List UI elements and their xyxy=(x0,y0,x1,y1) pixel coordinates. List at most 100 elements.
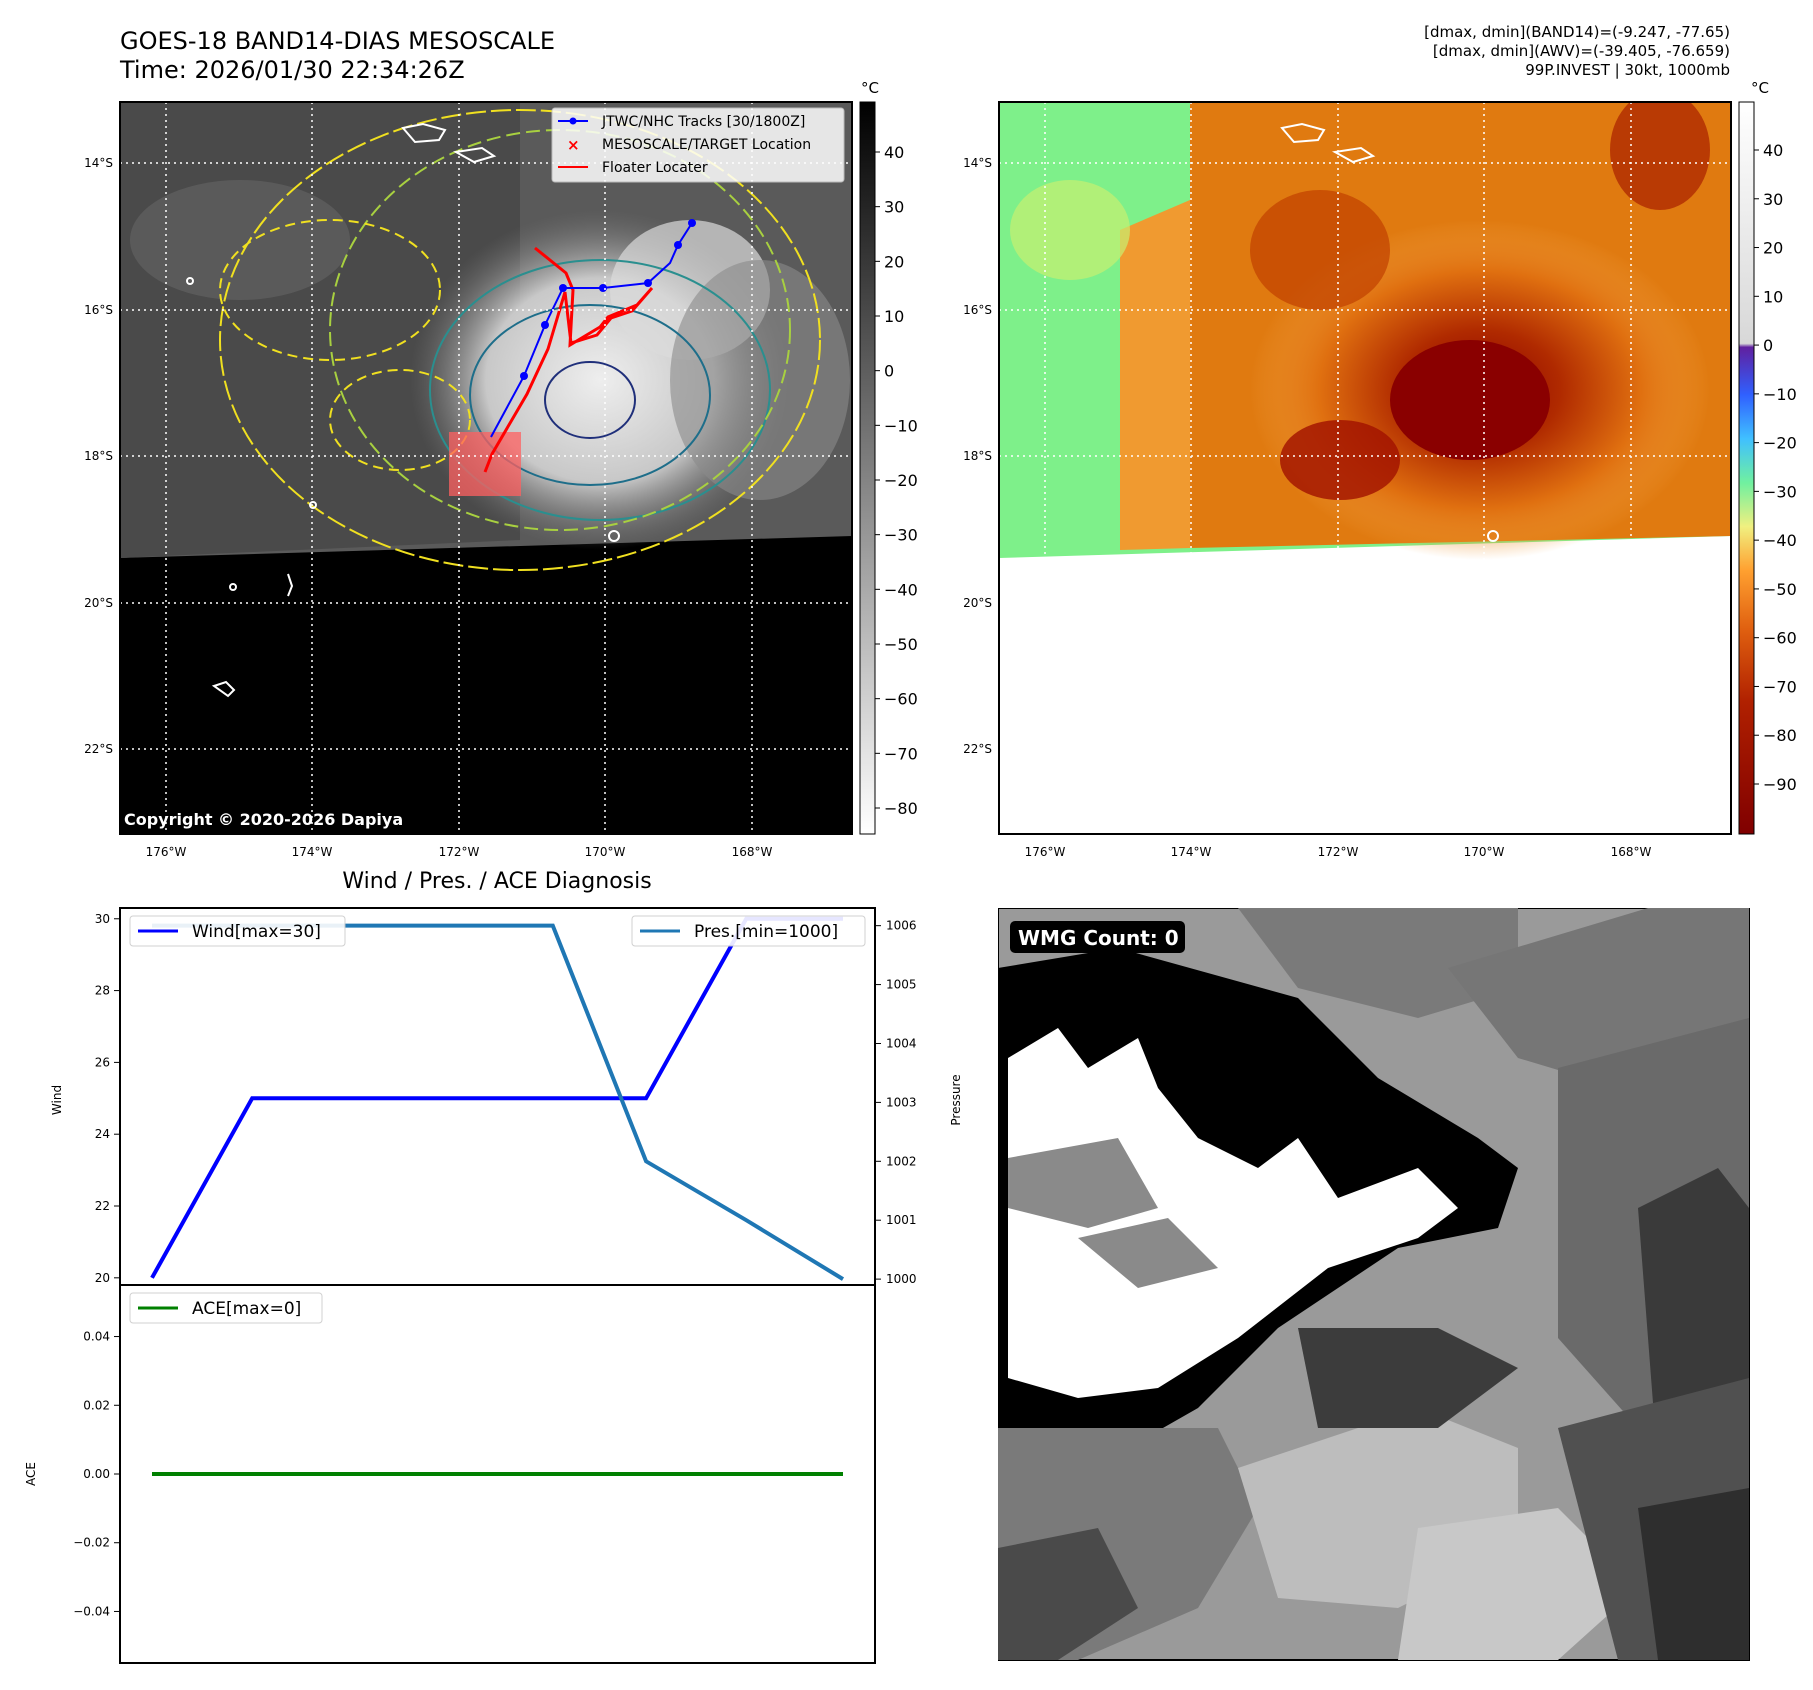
awv-imagery xyxy=(999,102,1731,834)
lon-label: 170°W xyxy=(585,845,626,859)
lat-label: 22°S xyxy=(84,742,113,756)
ir-imagery xyxy=(120,102,852,834)
pressure-tick-label: 1001 xyxy=(886,1213,917,1227)
wmg-imagery xyxy=(998,908,1749,1660)
lat-label: 16°S xyxy=(963,303,992,317)
wmg-panel: WMG Count: 0 xyxy=(998,908,1750,1661)
colorbar-tick-label: −10 xyxy=(884,416,918,435)
floater-locator-line xyxy=(483,246,654,473)
ace-tick-label: 0.04 xyxy=(83,1330,110,1344)
lon-label: 172°W xyxy=(1318,845,1359,859)
wind-tick-label: 30 xyxy=(95,912,110,926)
ace-legend: ACE[max=0] xyxy=(129,1292,323,1324)
pressure-tick-label: 1003 xyxy=(886,1095,917,1109)
wind-tick-label: 20 xyxy=(95,1271,110,1285)
colorbar-tick-label: −40 xyxy=(884,580,918,599)
pressure-legend: Pres.[min=1000] xyxy=(631,915,866,947)
wind-legend: Wind[max=30] xyxy=(129,915,346,947)
lon-label: 174°W xyxy=(1171,845,1212,859)
colorbar-tick-label: 0 xyxy=(1763,336,1773,355)
info-line-3: 99P.INVEST | 30kt, 1000mb xyxy=(1525,61,1730,79)
colorbar-tick-label: −50 xyxy=(884,635,918,654)
lon-label: 176°W xyxy=(146,845,187,859)
ace-legend-label: ACE[max=0] xyxy=(192,1299,301,1319)
track-point xyxy=(644,279,652,287)
colorbar-tick-label: 20 xyxy=(884,252,904,271)
lon-label: 176°W xyxy=(1025,845,1066,859)
lat-label: 16°S xyxy=(84,303,113,317)
info-line-2: [dmax, dmin](AWV)=(-39.405, -76.659) xyxy=(1432,42,1730,60)
track-point xyxy=(674,241,682,249)
legend-target-label: MESOSCALE/TARGET Location xyxy=(602,137,811,153)
lat-label: 20°S xyxy=(84,596,113,610)
colorbar-tick-label: −20 xyxy=(884,471,918,490)
lat-label: 18°S xyxy=(84,449,113,463)
awv-map-frame xyxy=(998,101,1732,835)
track-point xyxy=(688,219,696,227)
wind-tick-label: 22 xyxy=(95,1199,110,1213)
lat-label: 18°S xyxy=(963,449,992,463)
pressure-legend-label: Pres.[min=1000] xyxy=(694,922,838,942)
wmg-count-badge xyxy=(1010,921,1185,953)
track-point xyxy=(599,284,607,292)
awv-lat-labels: 14°S 16°S 18°S 20°S 22°S xyxy=(963,156,992,756)
copyright-text: Copyright © 2020-2026 Dapiya xyxy=(124,810,403,829)
lat-label: 22°S xyxy=(963,742,992,756)
colorbar-tick-label: −30 xyxy=(884,526,918,545)
pressure-tick-label: 1000 xyxy=(886,1272,917,1286)
lat-label: 14°S xyxy=(963,156,992,170)
lon-label: 168°W xyxy=(732,845,773,859)
ir-lat-labels: 14°S 16°S 18°S 20°S 22°S xyxy=(84,156,113,756)
colorbar-tick-label: −70 xyxy=(884,744,918,763)
colorbar-tick-label: −80 xyxy=(1763,726,1797,745)
track-point xyxy=(520,372,528,380)
colorbar-tick-label: 0 xyxy=(884,362,894,381)
colorbar-tick-label: 40 xyxy=(884,143,904,162)
chart-title: Wind / Pres. / ACE Diagnosis xyxy=(342,869,651,894)
figure-title: GOES-18 BAND14-DIAS MESOSCALE Time: 2026… xyxy=(120,27,555,85)
track-point xyxy=(541,321,549,329)
wind-tick-label: 26 xyxy=(95,1055,110,1069)
ir-map-panel: JTWC/NHC Tracks [30/1800Z] × MESOSCALE/T… xyxy=(84,79,1797,859)
colorbar-unit: °C xyxy=(1751,79,1769,97)
wind-legend-label: Wind[max=30] xyxy=(192,922,321,942)
colorbar-tick-label: 40 xyxy=(1763,141,1783,160)
colorbar-tick-label: −40 xyxy=(1763,531,1797,550)
awv-lon-labels: 176°W 174°W 172°W 170°W 168°W xyxy=(1025,845,1652,859)
ace-tick-label: 0.02 xyxy=(83,1398,110,1412)
colorbar-tick-label: −30 xyxy=(1763,482,1797,501)
legend-tracks-label: JTWC/NHC Tracks [30/1800Z] xyxy=(601,114,805,130)
colorbar-tick-label: −50 xyxy=(1763,580,1797,599)
lon-label: 168°W xyxy=(1611,845,1652,859)
colorbar-tick-label: 10 xyxy=(884,307,904,326)
wind-tick-label: 28 xyxy=(95,984,110,998)
legend-floater-label: Floater Locater xyxy=(602,160,708,176)
ace-tick-label: −0.04 xyxy=(73,1604,110,1618)
ir-map-frame xyxy=(119,101,853,835)
lon-label: 170°W xyxy=(1464,845,1505,859)
pressure-tick-label: 1005 xyxy=(886,978,917,992)
colorbar-tick-label: −80 xyxy=(884,799,918,818)
title-line-1: GOES-18 BAND14-DIAS MESOSCALE xyxy=(120,27,556,55)
wmg-count-label: WMG Count: 0 xyxy=(1018,926,1179,950)
lon-label: 174°W xyxy=(292,845,333,859)
ace-tick-label: 0.00 xyxy=(83,1467,110,1481)
colorbar-tick-label: −70 xyxy=(1763,677,1797,696)
pressure-tick-label: 1004 xyxy=(886,1036,917,1050)
diagnosis-chart: Wind / Pres. / ACE Diagnosis Wind Pressu… xyxy=(24,869,963,1664)
colorbar-tick-label: −90 xyxy=(1763,775,1797,794)
ir-colorbar: °C 40 30 20 10 0 −10 −20 −30 −40 −50 −60 −70 −80 xyxy=(859,79,918,835)
info-line-1: [dmax, dmin](BAND14)=(-9.247, -77.65) xyxy=(1424,23,1730,41)
ace-tick-label: −0.02 xyxy=(73,1536,110,1550)
colorbar-tick-label: 30 xyxy=(1763,190,1783,209)
ir-lon-labels: 176°W 174°W 172°W 170°W 168°W xyxy=(146,845,773,859)
title-line-2: Time: 2026/01/30 22:34:26Z xyxy=(120,56,465,84)
storm-info: [dmax, dmin](BAND14)=(-9.247, -77.65) [d… xyxy=(1424,23,1730,80)
wind-tick-label: 24 xyxy=(95,1127,110,1141)
pressure-tick-label: 1006 xyxy=(886,919,917,933)
colorbar-tick-label: 30 xyxy=(884,198,904,217)
lat-label: 14°S xyxy=(84,156,113,170)
lon-label: 172°W xyxy=(439,845,480,859)
colorbar-tick-label: −20 xyxy=(1763,434,1797,453)
awv-colorbar: °C 40 30 20 10 0 −10 −20 −30 −40 −50 −60 −70 −80 −90 xyxy=(1738,79,1797,835)
